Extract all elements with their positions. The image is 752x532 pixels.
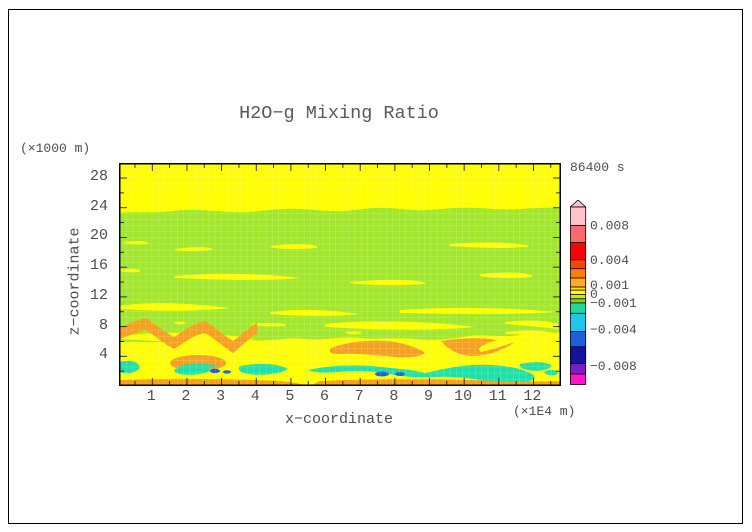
svg-text:−0.008: −0.008 (590, 359, 637, 374)
svg-text:0.008: 0.008 (590, 218, 629, 233)
svg-text:−0.001: −0.001 (590, 296, 637, 311)
svg-text:−0.004: −0.004 (590, 323, 637, 338)
svg-text:0.004: 0.004 (590, 253, 629, 268)
